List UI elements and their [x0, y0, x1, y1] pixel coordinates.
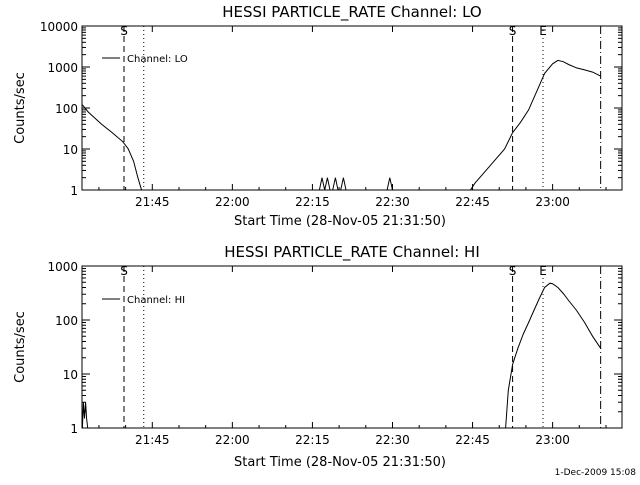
lo-x-tick-label: 22:30	[375, 195, 410, 209]
hi-channel-panel: HESSI PARTICLE_RATE Channel: HI Counts/s…	[13, 243, 623, 470]
hi-x-tick-label: 22:15	[295, 433, 330, 447]
lo-x-tick-label: 22:15	[295, 195, 330, 209]
hi-ticks-layer: 21:45 22:00 22:15 22:30 22:45 23:00 1 10 100 1000	[47, 260, 622, 447]
lo-x-tick-label: 23:00	[535, 195, 570, 209]
hi-legend-label: Channel: HI	[127, 295, 185, 306]
lo-y-tick-label: 10000	[40, 20, 78, 34]
lo-x-tick-label: 22:00	[215, 195, 250, 209]
hi-plot-frame	[81, 265, 623, 429]
hi-series-layer	[81, 282, 602, 429]
lo-series-line	[82, 59, 601, 191]
hi-event-marker-label: S	[509, 264, 517, 278]
hi-y-tick-label: 1000	[47, 260, 78, 274]
lo-x-axis-label: Start Time (28-Nov-05 21:31:50)	[234, 214, 446, 229]
lo-series-layer	[82, 59, 601, 191]
lo-ticks-layer: 21:45 22:00 22:15 22:30 22:45 23:00 1 10 100 1000…	[40, 20, 622, 209]
hi-x-tick-label: 23:00	[535, 433, 570, 447]
hi-series-line	[81, 402, 89, 429]
lo-series-line	[318, 177, 393, 191]
lo-event-marker-label: S	[120, 24, 128, 38]
lo-y-tick-label: 10	[63, 143, 78, 157]
footer-timestamp: 1-Dec-2009 15:08	[555, 468, 637, 478]
lo-chart-title: HESSI PARTICLE_RATE Channel: LO	[222, 3, 481, 22]
lo-event-marker-label: E	[539, 24, 547, 38]
hi-x-tick-label: 22:00	[215, 433, 250, 447]
hi-event-marker-label: E	[539, 264, 547, 278]
lo-event-marker-label: S	[509, 24, 517, 38]
lo-channel-panel: HESSI PARTICLE_RATE Channel: LO Counts/s…	[13, 3, 623, 229]
lo-y-tick-label: 1	[70, 184, 78, 198]
hi-event-marker-label: S	[120, 264, 128, 278]
hi-y-tick-label: 10	[63, 368, 78, 382]
lo-legend-label: Channel: LO	[127, 54, 188, 65]
lo-y-tick-label: 1000	[47, 61, 78, 75]
hi-x-tick-label: 21:45	[135, 433, 170, 447]
hi-x-tick-label: 22:45	[455, 433, 490, 447]
hi-chart-title: HESSI PARTICLE_RATE Channel: HI	[224, 243, 480, 262]
lo-plot-frame	[81, 25, 623, 191]
hi-y-tick-label: 100	[55, 314, 78, 328]
lo-x-tick-label: 21:45	[135, 195, 170, 209]
lo-y-tick-label: 100	[55, 102, 78, 116]
hi-x-axis-label: Start Time (28-Nov-05 21:31:50)	[234, 455, 446, 470]
hi-y-tick-label: 1	[70, 422, 78, 436]
lo-y-axis-label: Counts/sec	[13, 72, 28, 144]
hi-series-line	[505, 282, 602, 429]
lo-x-tick-label: 22:45	[455, 195, 490, 209]
hi-y-axis-label: Counts/sec	[13, 311, 28, 383]
hi-x-tick-label: 22:30	[375, 433, 410, 447]
